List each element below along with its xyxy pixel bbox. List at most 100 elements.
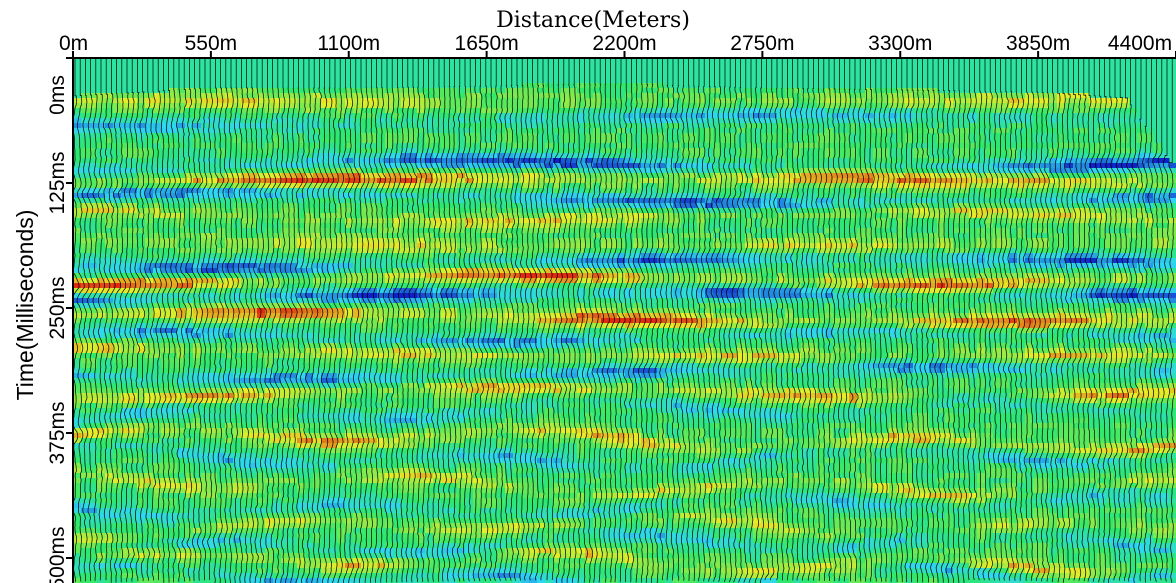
amplitude-cell: [105, 453, 114, 459]
amplitude-cell: [433, 148, 442, 154]
amplitude-cell: [153, 228, 162, 234]
amplitude-cell: [369, 218, 378, 224]
amplitude-cell: [137, 523, 146, 529]
amplitude-cell: [409, 483, 418, 489]
amplitude-cell: [377, 463, 386, 469]
amplitude-cell: [425, 458, 434, 464]
amplitude-cell: [465, 288, 474, 294]
amplitude-cell: [329, 203, 338, 209]
amplitude-cell: [297, 163, 306, 169]
amplitude-cell: [113, 408, 122, 414]
amplitude-cell: [73, 118, 82, 124]
amplitude-cell: [425, 113, 434, 119]
amplitude-cell: [137, 158, 146, 164]
amplitude-cell: [377, 128, 386, 134]
amplitude-cell: [289, 343, 298, 349]
amplitude-cell: [409, 98, 418, 104]
amplitude-cell: [249, 528, 258, 534]
amplitude-cell: [457, 398, 466, 404]
amplitude-cell: [145, 178, 154, 184]
amplitude-cell: [185, 513, 194, 519]
amplitude-cell: [337, 238, 346, 244]
amplitude-cell: [121, 133, 130, 139]
amplitude-cell: [201, 413, 210, 419]
amplitude-cell: [361, 473, 370, 479]
amplitude-cell: [449, 203, 458, 209]
amplitude-cell: [313, 93, 322, 99]
y-tick-label: 125ms: [46, 151, 69, 214]
amplitude-cell: [441, 133, 450, 139]
amplitude-cell: [273, 223, 282, 229]
amplitude-cell: [465, 403, 474, 409]
amplitude-cell: [425, 528, 434, 534]
amplitude-cell: [353, 563, 362, 569]
amplitude-cell: [169, 363, 178, 369]
amplitude-cell: [401, 468, 410, 474]
amplitude-cell: [145, 253, 154, 259]
amplitude-cell: [361, 463, 370, 469]
amplitude-cell: [161, 553, 170, 559]
amplitude-cell: [465, 573, 474, 579]
amplitude-cell: [257, 488, 266, 494]
amplitude-cell: [473, 238, 482, 244]
amplitude-cell: [353, 323, 362, 329]
amplitude-cell: [369, 338, 378, 344]
amplitude-cell: [73, 398, 82, 404]
amplitude-cell: [249, 213, 258, 219]
amplitude-cell: [193, 513, 202, 519]
amplitude-cell: [425, 353, 434, 359]
amplitude-cell: [409, 243, 418, 249]
amplitude-cell: [393, 88, 402, 94]
amplitude-cell: [113, 253, 122, 259]
amplitude-cell: [233, 133, 242, 139]
amplitude-cell: [369, 158, 378, 164]
amplitude-cell: [305, 103, 314, 109]
amplitude-cell: [449, 513, 458, 519]
amplitude-cell: [73, 168, 82, 174]
amplitude-cell: [169, 248, 178, 254]
amplitude-cell: [241, 203, 250, 209]
amplitude-cell: [265, 248, 274, 254]
amplitude-cell: [129, 428, 138, 434]
amplitude-cell: [209, 153, 218, 159]
amplitude-cell: [329, 563, 338, 569]
amplitude-cell: [409, 503, 418, 509]
amplitude-cell: [401, 243, 410, 249]
amplitude-cell: [73, 283, 82, 289]
amplitude-cell: [289, 453, 298, 459]
amplitude-cell: [345, 548, 354, 554]
amplitude-cell: [233, 278, 242, 284]
amplitude-cell: [161, 178, 170, 184]
amplitude-cell: [393, 408, 402, 414]
amplitude-cell: [369, 273, 378, 279]
amplitude-cell: [169, 333, 178, 339]
amplitude-cell: [361, 208, 370, 214]
amplitude-cell: [433, 123, 442, 129]
amplitude-cell: [129, 368, 138, 374]
amplitude-cell: [345, 323, 354, 329]
amplitude-cell: [417, 288, 426, 294]
amplitude-cell: [377, 303, 386, 309]
amplitude-cell: [425, 368, 434, 374]
amplitude-cell: [217, 298, 226, 304]
amplitude-cell: [105, 128, 114, 134]
amplitude-cell: [449, 578, 458, 583]
amplitude-cell: [217, 293, 226, 299]
amplitude-cell: [353, 113, 362, 119]
amplitude-cell: [313, 238, 322, 244]
amplitude-cell: [329, 458, 338, 464]
amplitude-cell: [465, 418, 474, 424]
amplitude-cell: [153, 373, 162, 379]
amplitude-cell: [225, 503, 234, 509]
amplitude-cell: [249, 203, 258, 209]
amplitude-cell: [273, 208, 282, 214]
amplitude-cell: [377, 223, 386, 229]
amplitude-cell: [297, 528, 306, 534]
amplitude-cell: [257, 483, 266, 489]
amplitude-cell: [345, 163, 354, 169]
amplitude-cell: [73, 478, 82, 484]
amplitude-cell: [337, 493, 346, 499]
amplitude-cell: [169, 358, 178, 364]
amplitude-cell: [337, 143, 346, 149]
amplitude-cell: [305, 563, 314, 569]
